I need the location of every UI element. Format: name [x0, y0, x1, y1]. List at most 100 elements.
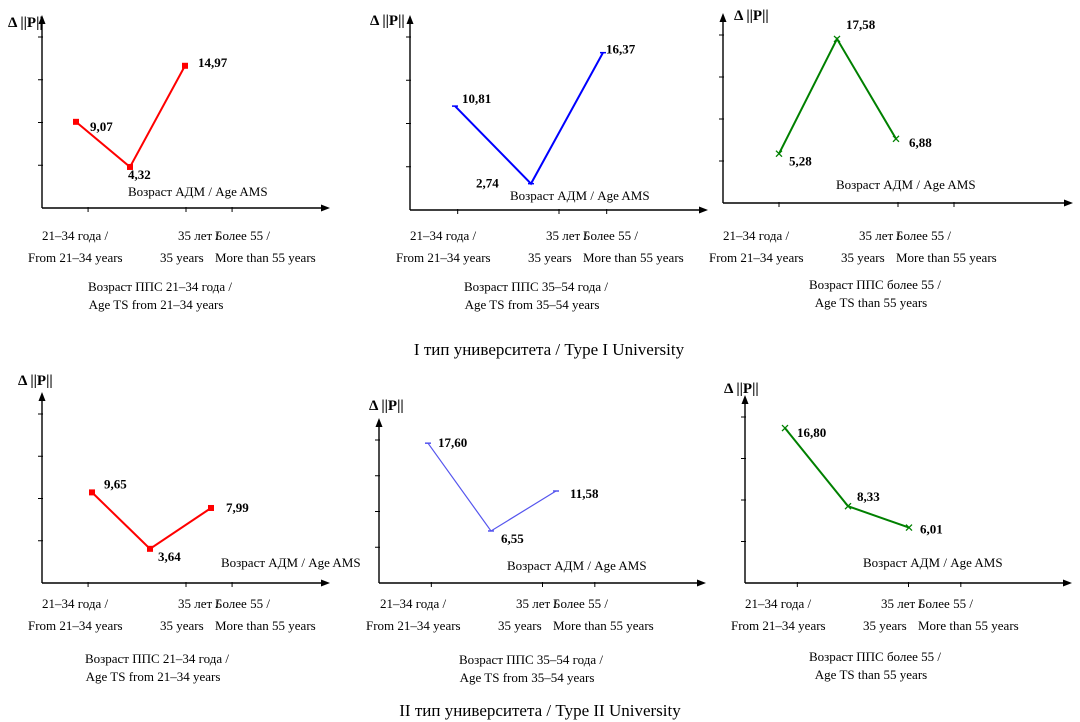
chart-panel-3: Δ ||P|| Возраст АДМ / Age AMS 21–34 года /…: [709, 8, 1073, 310]
x-axis-arrow: [1064, 199, 1073, 207]
x-tick-label: 21–34 года /: [745, 596, 812, 611]
panel-caption: Age TS from 21–34 years: [89, 297, 224, 312]
x-tick-label: From 21–34 years: [366, 618, 461, 633]
y-axis-arrow: [719, 13, 727, 22]
panel-caption: Возраст ППС 35–54 года /: [459, 652, 603, 667]
x-tick-label: More than 55 years: [583, 250, 684, 265]
x-tick-label: 35 лет /: [881, 596, 922, 611]
panel-caption: Age TS from 21–34 years: [86, 669, 221, 684]
chart-panel-5: Δ ||P|| Возраст АДМ / Age AMS 21–34 года /…: [366, 398, 706, 685]
panel-caption: Возраст ППС более 55 /: [809, 649, 941, 664]
y-axis-label: Δ ||P||: [8, 15, 43, 31]
data-point: [208, 504, 214, 511]
x-tick-label: 35 лет /: [546, 228, 587, 243]
data-point: [73, 118, 79, 125]
data-label: 6,88: [909, 135, 932, 150]
chart-panel-2: Δ ||P|| Возраст АДМ / Age AMS 21–34 года /…: [370, 13, 708, 312]
x-tick-label: 21–34 года /: [42, 596, 109, 611]
charts-container: Δ ||P|| Возраст АДМ / Age AMS 21–34 года /…: [8, 8, 1073, 685]
data-label: 16,80: [797, 425, 826, 440]
data-label: 9,07: [90, 119, 113, 134]
x-tick-label: From 21–34 years: [28, 250, 123, 265]
x-tick-label: 21–34 года /: [723, 228, 790, 243]
x-axis-title: Возраст АДМ / Age AMS: [510, 188, 650, 203]
x-tick-label: 35 лет /: [178, 596, 219, 611]
chart-panel-4: Δ ||P|| Возраст АДМ / Age AMS 21–34 года /…: [18, 373, 361, 684]
x-tick-label: 35 years: [498, 618, 542, 633]
row-title-type-1: I тип университета / Type I University: [414, 340, 685, 359]
data-label: 10,81: [462, 91, 491, 106]
data-point-stroke: [775, 150, 783, 158]
x-tick-label: 21–34 года /: [410, 228, 477, 243]
series-line: [427, 442, 557, 532]
y-axis-label: Δ ||P||: [734, 8, 769, 24]
x-tick-label: Более 55 /: [215, 228, 270, 243]
chart-panel-1: Δ ||P|| Возраст АДМ / Age AMS 21–34 года /…: [8, 15, 330, 312]
x-tick-label: Более 55 /: [918, 596, 973, 611]
x-tick-label: From 21–34 years: [396, 250, 491, 265]
x-axis-title: Возраст АДМ / Age AMS: [221, 555, 361, 570]
data-point-stroke: [833, 35, 841, 43]
x-tick-label: 35 years: [841, 250, 885, 265]
x-tick-label: Более 55 /: [215, 596, 270, 611]
series-line: [454, 52, 604, 186]
panel-caption: Возраст ППС 35–54 года /: [464, 279, 608, 294]
x-tick-label: Более 55 /: [896, 228, 951, 243]
data-point: [182, 62, 188, 69]
x-tick-label: From 21–34 years: [28, 618, 123, 633]
x-axis-arrow: [699, 206, 708, 214]
data-point: [89, 489, 95, 496]
x-axis-title: Возраст АДМ / Age AMS: [128, 184, 268, 199]
x-tick-label: 35 лет /: [859, 228, 900, 243]
data-label: 8,33: [857, 489, 880, 504]
x-axis-title: Возраст АДМ / Age AMS: [863, 555, 1003, 570]
x-tick-label: More than 55 years: [215, 618, 316, 633]
data-point: [775, 150, 783, 158]
y-axis-label: Δ ||P||: [724, 381, 759, 397]
data-label: 11,58: [570, 486, 599, 501]
y-axis-arrow: [741, 395, 749, 404]
x-tick-label: 35 years: [528, 250, 572, 265]
data-label: 7,99: [226, 500, 249, 515]
y-axis-arrow: [38, 392, 46, 401]
data-point: [844, 502, 852, 510]
x-axis-title: Возраст АДМ / Age AMS: [836, 177, 976, 192]
data-label: 5,28: [789, 154, 812, 169]
y-axis-arrow: [38, 15, 46, 24]
panel-caption: Возраст ППС 21–34 года /: [85, 651, 229, 666]
x-tick-label: 35 years: [863, 618, 907, 633]
series-line: [91, 491, 212, 551]
x-axis-arrow: [1063, 579, 1072, 587]
panel-caption: Возраст ППС более 55 /: [809, 277, 941, 292]
x-axis-arrow: [321, 579, 330, 587]
panel-caption: Age TS from 35–54 years: [465, 297, 600, 312]
data-point: [147, 545, 153, 552]
x-tick-label: From 21–34 years: [731, 618, 826, 633]
x-tick-label: Более 55 /: [583, 228, 638, 243]
data-label: 6,01: [920, 522, 943, 537]
x-tick-label: From 21–34 years: [709, 250, 804, 265]
data-point-stroke: [781, 424, 789, 432]
data-label: 6,55: [501, 531, 524, 546]
x-axis-arrow: [321, 204, 330, 212]
x-axis-title: Возраст АДМ / Age AMS: [507, 558, 647, 573]
series-line: [778, 36, 897, 155]
data-label: 17,60: [438, 435, 467, 450]
data-label: 9,65: [104, 476, 127, 491]
x-tick-label: 35 years: [160, 618, 204, 633]
data-point-stroke: [892, 135, 900, 143]
y-axis-label: Δ ||P||: [370, 13, 405, 29]
x-tick-label: More than 55 years: [215, 250, 316, 265]
data-label: 16,37: [606, 42, 636, 57]
x-tick-label: 21–34 года /: [380, 596, 447, 611]
x-tick-label: 21–34 года /: [42, 228, 109, 243]
data-point: [781, 424, 789, 432]
data-point-stroke: [905, 524, 913, 532]
y-axis-label: Δ ||P||: [369, 398, 404, 414]
x-tick-label: More than 55 years: [896, 250, 997, 265]
panel-caption: Age TS than 55 years: [815, 295, 927, 310]
panel-caption: Age TS than 55 years: [815, 667, 927, 682]
data-point: [833, 35, 841, 43]
panel-caption: Возраст ППС 21–34 года /: [88, 279, 232, 294]
